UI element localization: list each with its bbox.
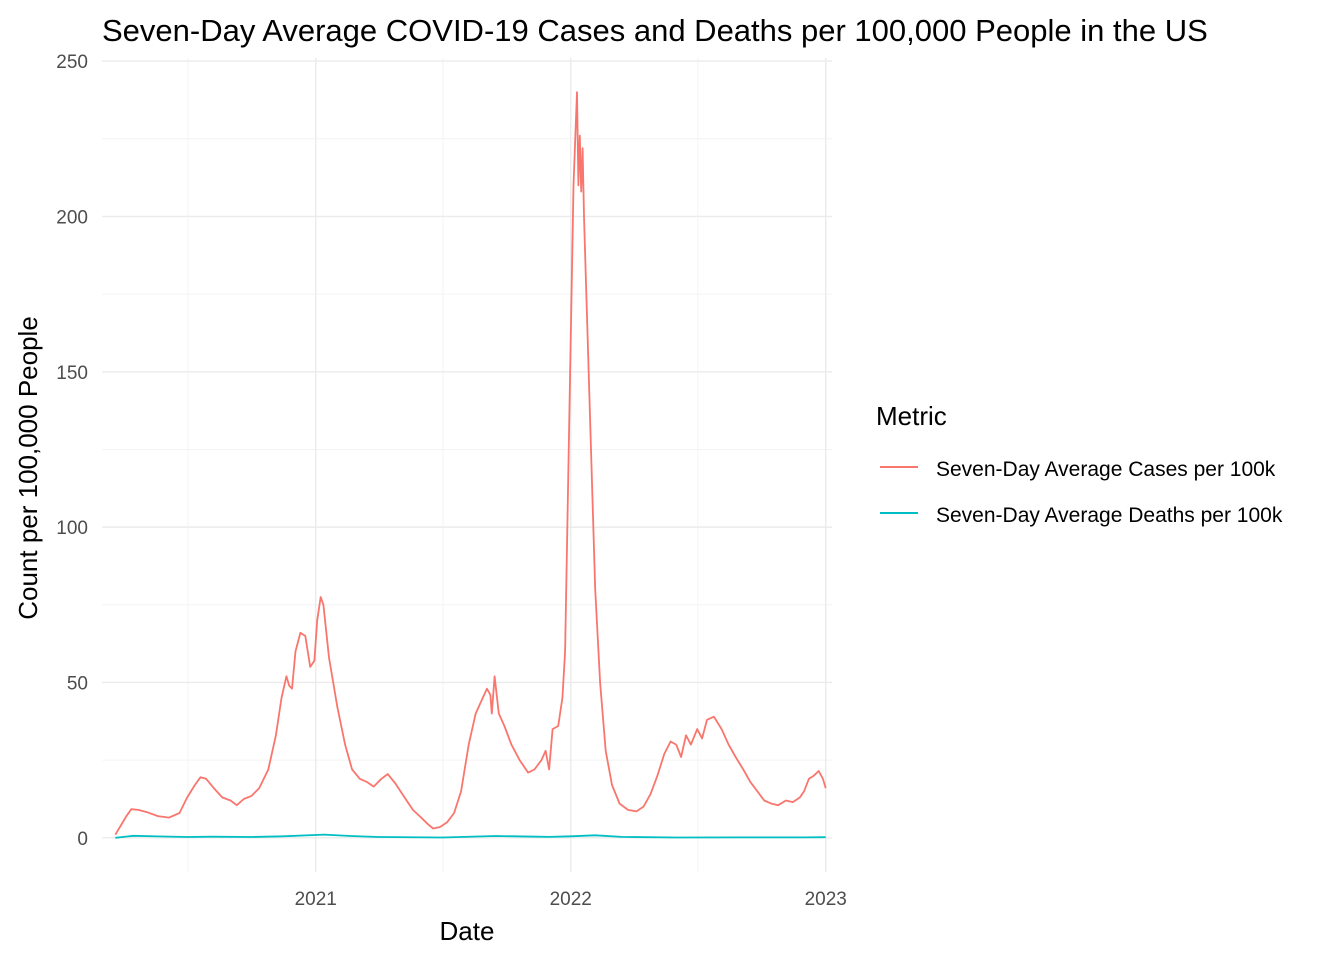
y-tick-label: 100 <box>56 518 88 539</box>
y-axis-title: Count per 100,000 People <box>13 316 43 620</box>
legend: Metric Seven-Day Average Cases per 100k … <box>876 401 1283 527</box>
x-tick-label: 2023 <box>805 889 847 910</box>
y-tick-label: 250 <box>56 52 88 73</box>
legend-label-deaths: Seven-Day Average Deaths per 100k <box>936 504 1283 527</box>
series-line-deaths <box>115 833 826 839</box>
series-layer <box>114 91 827 839</box>
series-line-cases <box>114 91 827 836</box>
grid-major <box>102 58 832 872</box>
x-tick-labels: 2021 2022 2023 <box>295 889 847 910</box>
x-tick-label: 2022 <box>550 889 592 910</box>
grid-minor <box>102 58 832 872</box>
y-tick-labels: 0 50 100 150 200 250 <box>56 52 88 850</box>
legend-title: Metric <box>876 401 947 431</box>
chart-title: Seven-Day Average COVID-19 Cases and Dea… <box>102 13 1208 48</box>
y-tick-label: 150 <box>56 363 88 384</box>
x-tick-label: 2021 <box>295 889 337 910</box>
x-axis-title: Date <box>440 916 495 946</box>
y-tick-label: 50 <box>67 673 88 694</box>
y-tick-label: 200 <box>56 207 88 228</box>
legend-label-cases: Seven-Day Average Cases per 100k <box>936 458 1276 481</box>
y-tick-label: 0 <box>77 829 88 850</box>
